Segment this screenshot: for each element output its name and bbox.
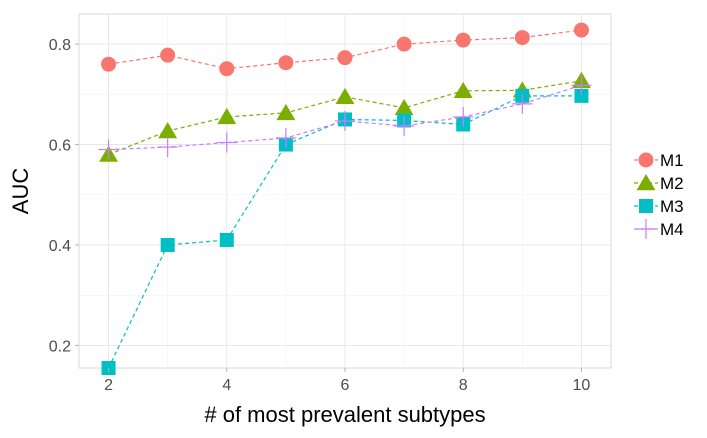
x-tick-label: 4 [222,377,231,394]
data-point-m3 [160,237,175,252]
data-point-m4 [453,106,474,127]
data-point-m4 [216,132,237,153]
data-point-m4 [335,110,355,131]
y-tick-label: 0.4 [49,238,71,255]
data-point-m2 [217,107,237,125]
legend-item-m4: M4 [634,219,684,239]
data-point-m4 [157,137,178,158]
data-point-m2 [453,81,473,99]
x-tick-label: 6 [341,377,350,394]
data-point-m1 [396,36,412,52]
y-axis-ticks: 0.2 0.4 0.6 0.8 [49,37,79,355]
data-point-m1 [219,61,235,77]
legend-item-m3: M3 [634,197,684,216]
legend-key-marker [639,199,653,213]
data-point-m3 [574,88,589,103]
legend-label: M4 [660,220,684,239]
data-point-m1 [278,55,294,71]
legend-key-marker [638,152,654,168]
series-layer [98,22,592,375]
legend-label: M1 [660,151,684,170]
y-axis-title: AUC [8,168,33,215]
data-point-m2 [394,98,414,116]
series-m1 [101,22,589,77]
data-point-m2 [276,103,296,121]
data-point-m4 [571,75,592,96]
data-point-m2 [158,121,178,139]
legend: M1 M2 M3 M4 [634,151,684,239]
data-point-m4 [275,128,296,149]
y-tick-label: 0.6 [49,138,71,155]
legend-key-marker [636,219,656,239]
data-point-m2 [335,87,355,105]
x-axis-title: # of most prevalent subtypes [204,402,485,427]
legend-key-marker [636,174,656,191]
legend-label: M3 [660,197,684,216]
x-tick-label: 10 [573,377,591,394]
data-point-m1 [160,47,176,63]
data-point-m4 [98,139,119,160]
x-tick-label: 2 [104,377,113,394]
series-m2 [99,71,591,162]
y-tick-label: 0.2 [49,338,71,355]
data-point-m1 [337,50,353,66]
y-tick-label: 0.8 [49,37,71,54]
legend-item-m2: M2 [634,174,684,193]
data-point-m1 [455,32,471,48]
legend-label: M2 [660,174,684,193]
data-point-m1 [573,22,589,38]
data-point-m1 [514,30,530,46]
x-axis-ticks: 2 4 6 8 10 [104,368,590,394]
data-point-m3 [219,232,234,247]
data-point-m4 [512,93,533,114]
series-m4 [98,75,592,160]
data-point-m1 [101,56,117,72]
data-point-m4 [394,115,415,136]
legend-item-m1: M1 [634,151,684,170]
x-tick-label: 8 [459,377,468,394]
